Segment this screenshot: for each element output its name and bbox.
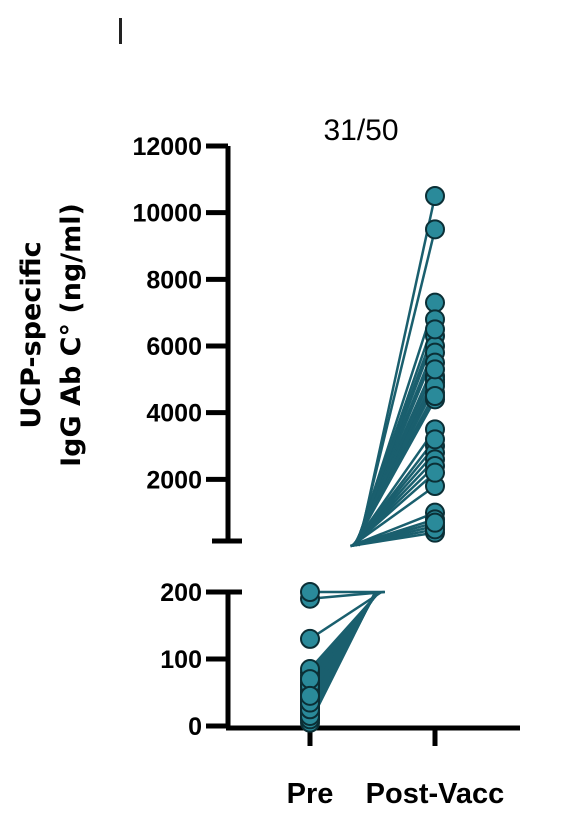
y-tick-label-upper: 4000 — [146, 400, 202, 428]
y-axis-label: UCP-specific IgG Ab C° (ng/ml) — [16, 203, 87, 467]
data-point-post — [425, 219, 445, 240]
series-line-lower — [309, 590, 383, 640]
y-tick-label-upper: 12000 — [132, 133, 202, 161]
data-point-post — [425, 186, 445, 206]
series-points — [300, 186, 445, 733]
corner-artifact — [119, 18, 122, 44]
series-line-upper — [356, 229, 437, 547]
data-point-post — [425, 386, 445, 406]
y-tick-label-upper: 8000 — [146, 266, 202, 294]
series-line-upper — [354, 328, 437, 547]
data-point-post — [425, 319, 445, 340]
series-line-lower — [308, 591, 379, 697]
data-point-post — [425, 429, 445, 450]
y-tick-label-lower: 0 — [188, 713, 202, 741]
series-line-upper — [353, 368, 437, 547]
y-tick-label-upper: 10000 — [132, 200, 202, 228]
series-line-upper — [352, 395, 437, 547]
y-axis-label-line1: UCP-specific — [16, 241, 47, 428]
data-point-pre — [300, 685, 320, 706]
data-point-pre — [300, 628, 320, 649]
data-point-post — [425, 462, 445, 483]
series-line-upper — [350, 484, 436, 548]
y-tick-label-lower: 200 — [160, 579, 202, 607]
series-lines — [308, 195, 437, 724]
series-line-upper — [351, 438, 436, 547]
data-point-pre — [300, 669, 320, 690]
x-tick-label-post: Post-Vacc — [366, 778, 505, 810]
data-point-post — [425, 292, 445, 313]
chart-title: 31/50 — [323, 114, 398, 147]
data-point-pre — [300, 582, 320, 602]
y-axis-label-line2: IgG Ab C° (ng/ml) — [56, 203, 87, 467]
series-line-upper — [350, 521, 436, 548]
axes: 2000 4000 6000 8000 10000 12000 0 100 200 — [132, 133, 520, 746]
data-point-post — [425, 512, 445, 533]
x-tick-label-pre: Pre — [287, 778, 334, 810]
y-tick-label-upper: 2000 — [146, 466, 202, 494]
y-tick-label-lower: 100 — [160, 646, 202, 674]
y-tick-label-upper: 6000 — [146, 333, 202, 361]
data-point-post — [425, 359, 445, 380]
series-line-upper — [351, 471, 436, 547]
